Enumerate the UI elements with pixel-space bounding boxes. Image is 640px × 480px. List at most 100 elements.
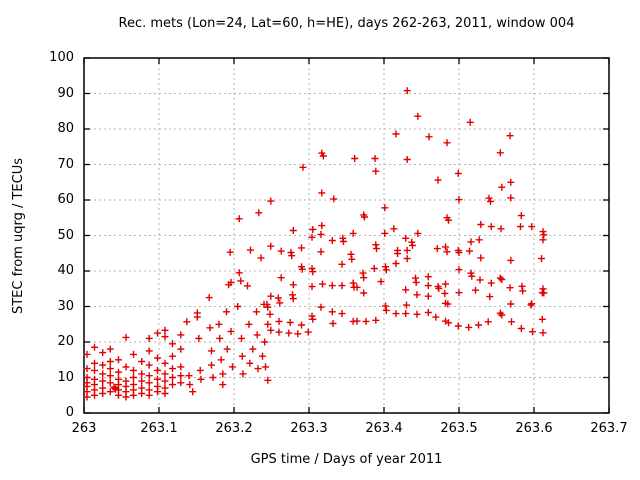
- data-point: [394, 250, 401, 258]
- data-point: [309, 315, 317, 323]
- data-point: [186, 381, 194, 389]
- data-point: [138, 390, 146, 397]
- data-point: [372, 167, 380, 175]
- data-point: [267, 197, 275, 205]
- data-point: [487, 197, 494, 205]
- data-point: [475, 236, 483, 244]
- data-point: [289, 227, 297, 234]
- data-point: [444, 300, 452, 308]
- data-point: [403, 246, 411, 254]
- data-point: [239, 370, 247, 378]
- data-point: [154, 354, 161, 362]
- data-point: [247, 246, 254, 254]
- data-point: [145, 379, 153, 387]
- data-point: [527, 301, 535, 309]
- data-point: [294, 330, 302, 338]
- data-point: [106, 388, 114, 396]
- x-tick-label: 263.2: [215, 421, 253, 436]
- data-point: [122, 363, 130, 371]
- data-point: [373, 245, 380, 253]
- y-tick-label: 90: [57, 85, 74, 101]
- data-point: [349, 279, 357, 287]
- data-point: [227, 327, 235, 335]
- data-point: [517, 223, 524, 231]
- data-point: [216, 334, 224, 342]
- data-point: [264, 303, 272, 311]
- data-point: [318, 189, 326, 197]
- data-point: [435, 284, 443, 292]
- x-tick-label: 263.3: [290, 421, 328, 436]
- data-point: [477, 254, 485, 262]
- y-tick-label: 50: [57, 227, 74, 243]
- data-point: [539, 236, 547, 244]
- data-point: [189, 388, 197, 396]
- data-point: [403, 156, 411, 163]
- data-point: [91, 366, 98, 374]
- data-point: [360, 289, 368, 297]
- data-point: [506, 284, 514, 292]
- data-point: [424, 292, 432, 300]
- data-point: [161, 377, 169, 385]
- data-point: [425, 133, 433, 141]
- chart-title: Rec. mets (Lon=24, Lat=60, h=HE), days 2…: [118, 16, 575, 31]
- data-point: [506, 132, 514, 140]
- data-point: [403, 87, 411, 95]
- data-point: [372, 316, 380, 324]
- data-point: [540, 231, 548, 239]
- data-point: [115, 391, 122, 399]
- data-point: [475, 321, 482, 329]
- x-tick-label: 263.1: [140, 421, 178, 436]
- data-point: [106, 358, 114, 365]
- data-point: [528, 223, 536, 231]
- data-point: [443, 248, 451, 256]
- data-point: [264, 376, 272, 384]
- data-point: [454, 322, 462, 330]
- data-point: [261, 338, 269, 346]
- data-point: [348, 255, 356, 263]
- data-point: [382, 306, 390, 314]
- data-point: [289, 295, 297, 303]
- data-point: [455, 289, 463, 297]
- data-point: [169, 365, 176, 373]
- data-point: [484, 318, 492, 326]
- data-point: [466, 247, 473, 255]
- data-point: [154, 388, 161, 396]
- y-tick-label: 80: [57, 121, 74, 136]
- data-point: [115, 368, 122, 376]
- data-point: [319, 280, 326, 288]
- data-point: [353, 283, 361, 291]
- data-point: [476, 276, 484, 284]
- data-point: [498, 183, 506, 191]
- data-point: [308, 233, 316, 241]
- data-point: [253, 308, 260, 316]
- data-point: [454, 169, 462, 177]
- data-point: [424, 282, 432, 290]
- data-point: [177, 379, 185, 387]
- data-point: [91, 359, 98, 367]
- data-point: [138, 370, 146, 378]
- data-point: [145, 334, 153, 342]
- data-point: [177, 363, 185, 371]
- data-point: [402, 286, 410, 294]
- y-tick-label: 70: [57, 156, 74, 172]
- data-point: [392, 130, 400, 138]
- data-point: [529, 328, 536, 336]
- y-tick-label: 100: [49, 50, 74, 65]
- data-point: [275, 328, 283, 336]
- data-point: [465, 323, 473, 331]
- x-tick-label: 263.5: [440, 421, 478, 436]
- data-point: [234, 303, 242, 310]
- data-point: [196, 366, 204, 374]
- data-point: [432, 313, 440, 321]
- data-point: [304, 328, 312, 336]
- data-point: [507, 178, 515, 186]
- data-point: [208, 347, 215, 355]
- data-point: [115, 356, 122, 364]
- data-point: [244, 282, 251, 290]
- data-point: [289, 281, 297, 289]
- y-tick-label: 40: [57, 263, 74, 278]
- data-point: [205, 294, 213, 302]
- data-point: [122, 333, 130, 341]
- data-point: [308, 312, 316, 320]
